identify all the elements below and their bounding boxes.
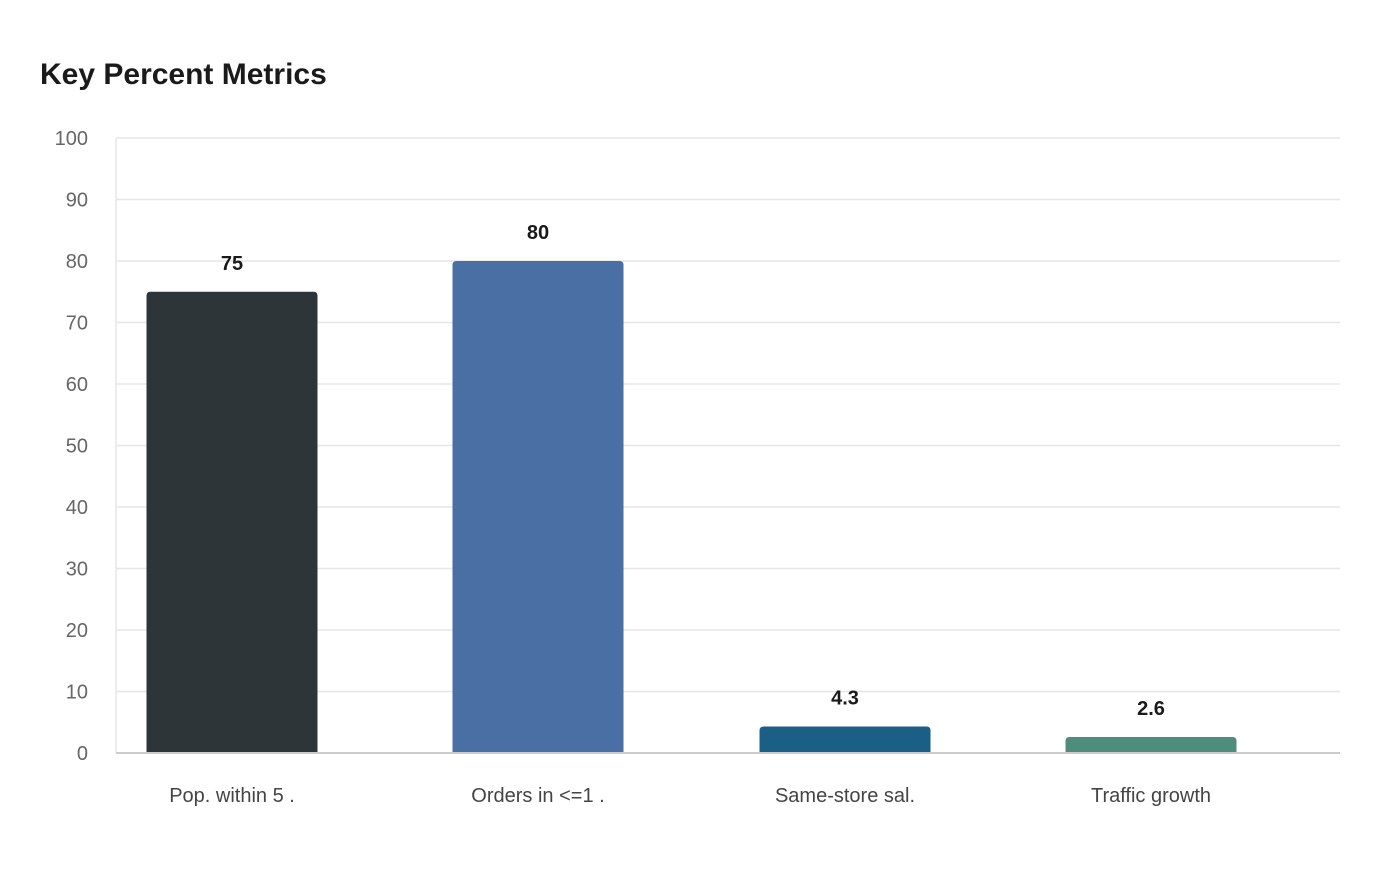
bar — [452, 261, 624, 753]
y-tick-label: 90 — [66, 190, 88, 212]
x-category-label: Traffic growth — [1091, 785, 1211, 807]
bar-value-label: 80 — [527, 222, 549, 244]
x-category-label: Pop. within 5 . — [169, 785, 295, 807]
y-tick-label: 30 — [66, 559, 88, 581]
y-tick-label: 100 — [55, 128, 88, 150]
chart-title: Key Percent Metrics — [40, 58, 327, 91]
bar-value-label: 75 — [221, 253, 243, 275]
y-tick-label: 40 — [66, 497, 88, 519]
y-tick-label: 80 — [66, 251, 88, 273]
y-tick-label: 60 — [66, 374, 88, 396]
y-tick-label: 0 — [77, 743, 88, 765]
y-tick-label: 10 — [66, 682, 88, 704]
bar-value-label: 2.6 — [1137, 698, 1165, 720]
y-tick-label: 50 — [66, 436, 88, 458]
bar-value-label: 4.3 — [831, 688, 859, 710]
x-category-label: Same-store sal. — [775, 785, 915, 807]
y-tick-label: 70 — [66, 313, 88, 335]
bar — [759, 726, 931, 753]
y-tick-label: 20 — [66, 620, 88, 642]
bar — [146, 291, 318, 753]
x-category-label: Orders in <=1 . — [471, 785, 604, 807]
bar — [1065, 737, 1237, 753]
